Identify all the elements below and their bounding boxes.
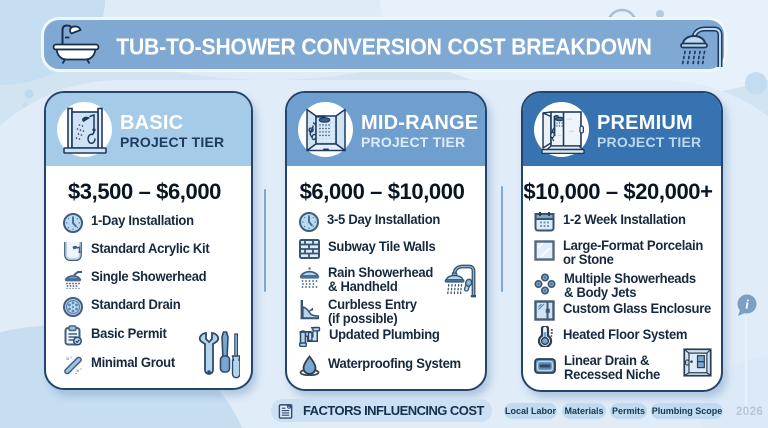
svg-text:i: i	[745, 297, 749, 312]
